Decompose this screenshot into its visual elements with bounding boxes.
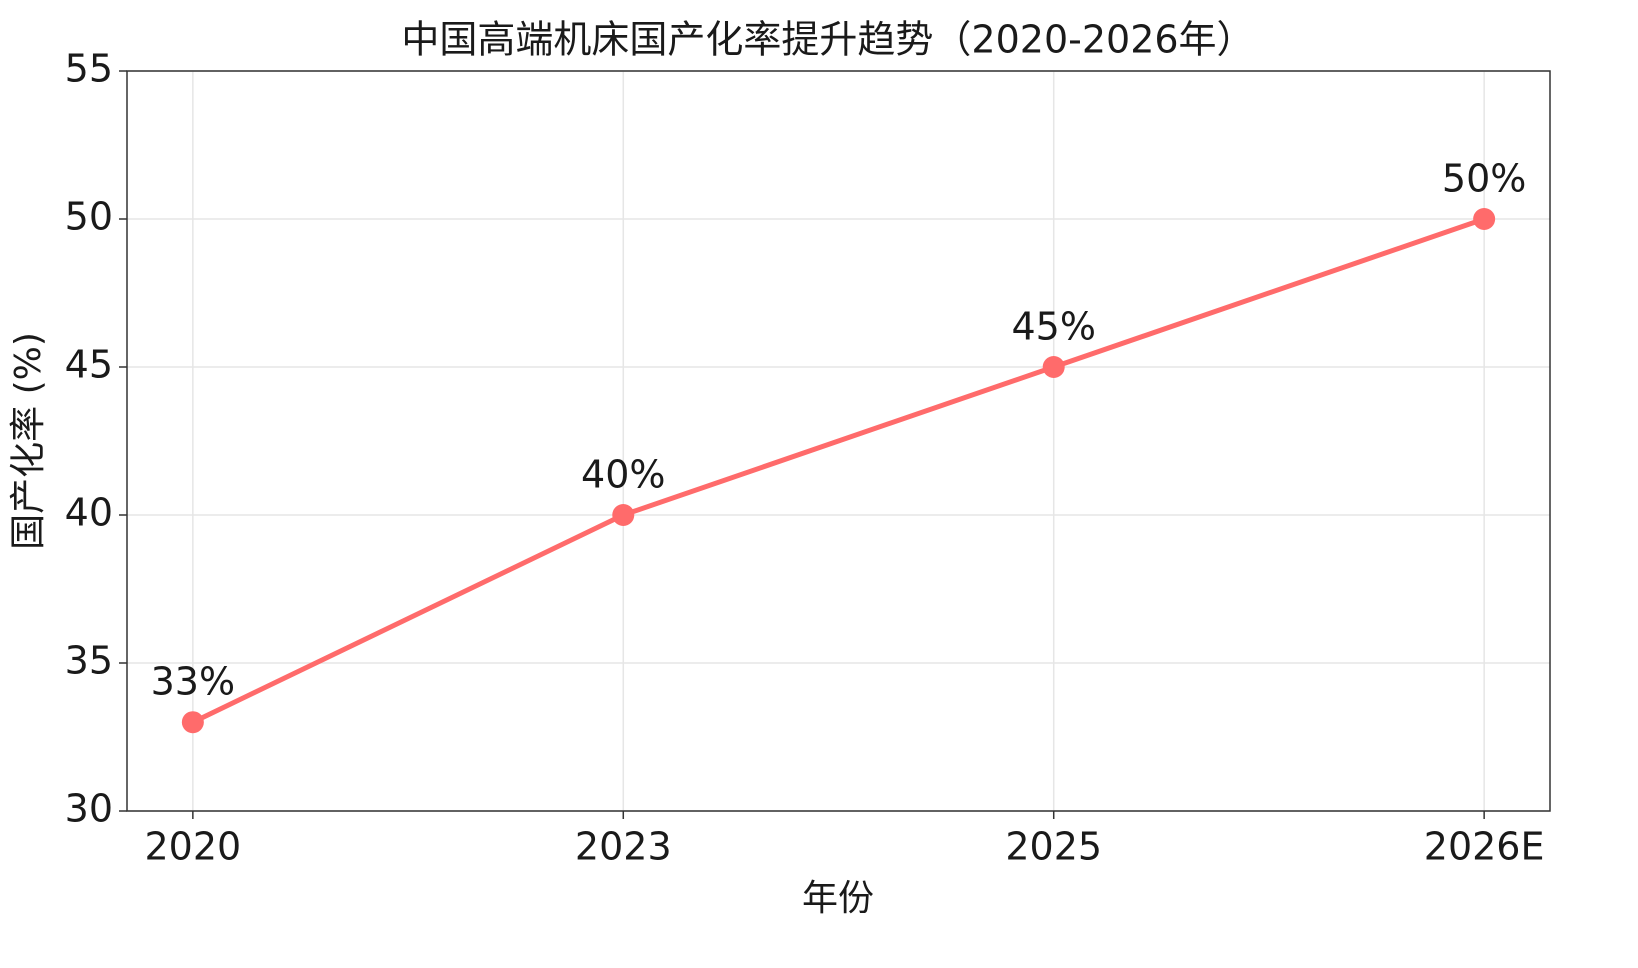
y-axis-title: 国产化率 (%) (8, 332, 49, 550)
x-axis-title: 年份 (802, 878, 874, 919)
x-tick-label: 2026E (1424, 825, 1545, 869)
line (191, 216, 1485, 725)
point (181, 711, 204, 734)
plot-frame (126, 70, 1551, 812)
value-label: 45% (1011, 305, 1095, 349)
y-tick-label: 35 (65, 639, 113, 683)
x-tick-label: 2020 (144, 825, 241, 869)
x-tick-label: 2023 (575, 825, 672, 869)
y-tick-label: 30 (65, 787, 113, 831)
y-tick-label: 50 (65, 195, 113, 239)
y-tick-label: 55 (65, 47, 113, 91)
value-label: 40% (581, 453, 665, 497)
y-tick-label: 45 (65, 343, 113, 387)
x-tick-label: 2025 (1005, 825, 1102, 869)
y-tick-label: 40 (65, 491, 113, 535)
value-label: 33% (151, 660, 235, 704)
point (1473, 208, 1496, 230)
value-label: 50% (1442, 157, 1526, 201)
point (612, 504, 635, 526)
point (1042, 356, 1065, 378)
chart-title: 中国高端机床国产化率提升趋势（2020-2026年） (401, 18, 1254, 62)
